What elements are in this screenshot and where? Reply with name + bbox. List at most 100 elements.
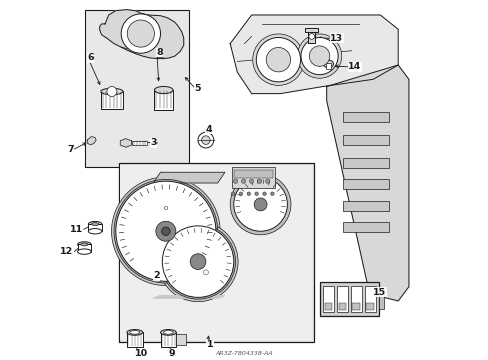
Circle shape — [160, 224, 235, 299]
Circle shape — [249, 179, 253, 183]
Text: 8: 8 — [156, 48, 163, 57]
Bar — [319, 282, 378, 316]
Circle shape — [239, 192, 242, 195]
Text: 4: 4 — [205, 125, 212, 134]
Bar — [342, 158, 388, 168]
Circle shape — [300, 37, 338, 75]
Text: 5: 5 — [194, 84, 201, 93]
Text: 2: 2 — [153, 271, 160, 280]
Ellipse shape — [78, 242, 91, 247]
Circle shape — [161, 227, 170, 235]
Bar — [305, 27, 318, 32]
Bar — [78, 244, 91, 252]
Circle shape — [230, 174, 290, 235]
Polygon shape — [153, 172, 224, 183]
Bar — [88, 224, 102, 231]
Circle shape — [116, 181, 216, 281]
Circle shape — [127, 20, 154, 47]
Bar — [127, 332, 142, 347]
Text: AR3Z-7804338-AA: AR3Z-7804338-AA — [215, 351, 273, 356]
Circle shape — [308, 33, 314, 39]
Ellipse shape — [127, 329, 142, 335]
Circle shape — [231, 192, 234, 195]
Bar — [350, 285, 361, 312]
Bar — [176, 334, 186, 345]
Ellipse shape — [78, 249, 91, 254]
Circle shape — [114, 179, 217, 283]
Circle shape — [256, 37, 300, 82]
Bar — [325, 63, 331, 69]
Bar — [342, 135, 388, 145]
Ellipse shape — [129, 330, 140, 334]
Circle shape — [252, 34, 304, 85]
Bar — [120, 165, 312, 340]
Bar — [85, 10, 189, 167]
Bar — [364, 285, 375, 312]
Bar — [336, 285, 347, 312]
Bar — [342, 179, 388, 189]
Circle shape — [297, 34, 341, 78]
Text: 1: 1 — [206, 340, 213, 349]
Bar — [342, 222, 388, 232]
Bar — [338, 303, 346, 310]
Ellipse shape — [323, 60, 333, 68]
Polygon shape — [100, 10, 183, 59]
Circle shape — [262, 192, 266, 195]
Ellipse shape — [101, 88, 122, 95]
Ellipse shape — [88, 229, 102, 234]
Text: 13: 13 — [329, 34, 343, 43]
Circle shape — [107, 86, 117, 96]
Bar — [119, 163, 314, 342]
Text: 11: 11 — [70, 225, 83, 234]
Polygon shape — [153, 296, 224, 298]
Circle shape — [266, 48, 290, 72]
Circle shape — [190, 254, 205, 270]
Bar — [352, 303, 360, 310]
Ellipse shape — [81, 243, 88, 246]
Polygon shape — [87, 136, 96, 145]
Ellipse shape — [163, 330, 173, 334]
Bar — [101, 91, 122, 109]
Text: 15: 15 — [372, 288, 386, 297]
Circle shape — [198, 132, 213, 148]
Bar — [160, 332, 176, 347]
Bar — [378, 289, 383, 309]
Bar — [324, 303, 332, 310]
Bar — [323, 285, 333, 312]
Bar — [366, 303, 373, 310]
Text: 3: 3 — [150, 139, 157, 148]
Circle shape — [201, 136, 210, 144]
Circle shape — [111, 177, 220, 285]
Text: 6: 6 — [87, 53, 94, 62]
Bar — [154, 90, 173, 110]
Bar — [132, 141, 146, 145]
Ellipse shape — [88, 221, 102, 227]
Bar — [342, 201, 388, 211]
Circle shape — [309, 46, 329, 66]
Circle shape — [270, 192, 274, 195]
Circle shape — [241, 179, 245, 183]
Polygon shape — [230, 15, 397, 94]
Text: O: O — [163, 206, 168, 211]
Text: 12: 12 — [61, 247, 74, 256]
Circle shape — [162, 226, 233, 297]
Circle shape — [254, 192, 258, 195]
Bar — [307, 29, 315, 42]
Polygon shape — [120, 139, 131, 147]
Ellipse shape — [160, 329, 176, 335]
Circle shape — [158, 222, 238, 302]
Circle shape — [257, 179, 261, 183]
Polygon shape — [326, 65, 408, 301]
Text: 9: 9 — [168, 349, 175, 358]
Circle shape — [156, 221, 176, 241]
Circle shape — [246, 192, 250, 195]
Circle shape — [233, 177, 287, 231]
Ellipse shape — [154, 86, 173, 94]
Ellipse shape — [91, 223, 99, 225]
Circle shape — [265, 179, 269, 183]
Bar — [342, 112, 388, 122]
Circle shape — [233, 179, 237, 183]
Circle shape — [254, 198, 266, 211]
Circle shape — [203, 270, 208, 275]
Bar — [231, 167, 274, 188]
